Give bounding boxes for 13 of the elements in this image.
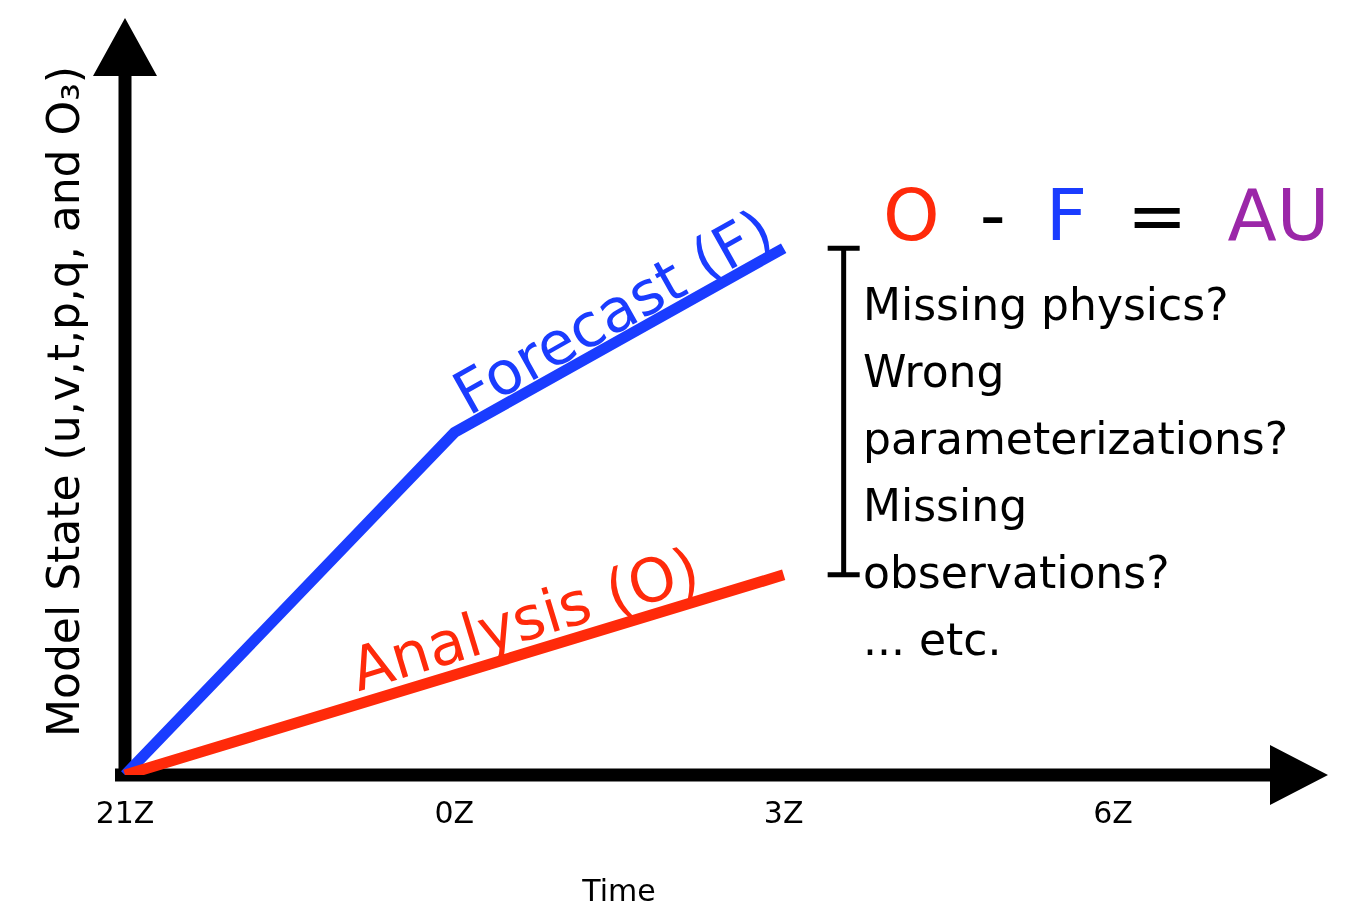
annotation: O - F = AU	[883, 173, 1330, 257]
y-axis-title: Model State (u,v,t,p,q, and O₃)	[38, 66, 90, 737]
annotation: ... etc.	[863, 614, 1002, 665]
annotation: Wrong	[863, 346, 1005, 397]
x-tick-label: 21Z	[95, 794, 155, 830]
x-tick-label: 0Z	[434, 794, 475, 830]
annotation: parameterizations?	[863, 413, 1289, 464]
annotation: observations?	[863, 547, 1170, 598]
annotation: Missing	[863, 480, 1028, 531]
x-tick-label: 3Z	[763, 794, 804, 830]
annotation: Missing physics?	[863, 279, 1229, 330]
x-axis-title: Time	[581, 872, 656, 908]
x-tick-label: 6Z	[1093, 794, 1133, 830]
